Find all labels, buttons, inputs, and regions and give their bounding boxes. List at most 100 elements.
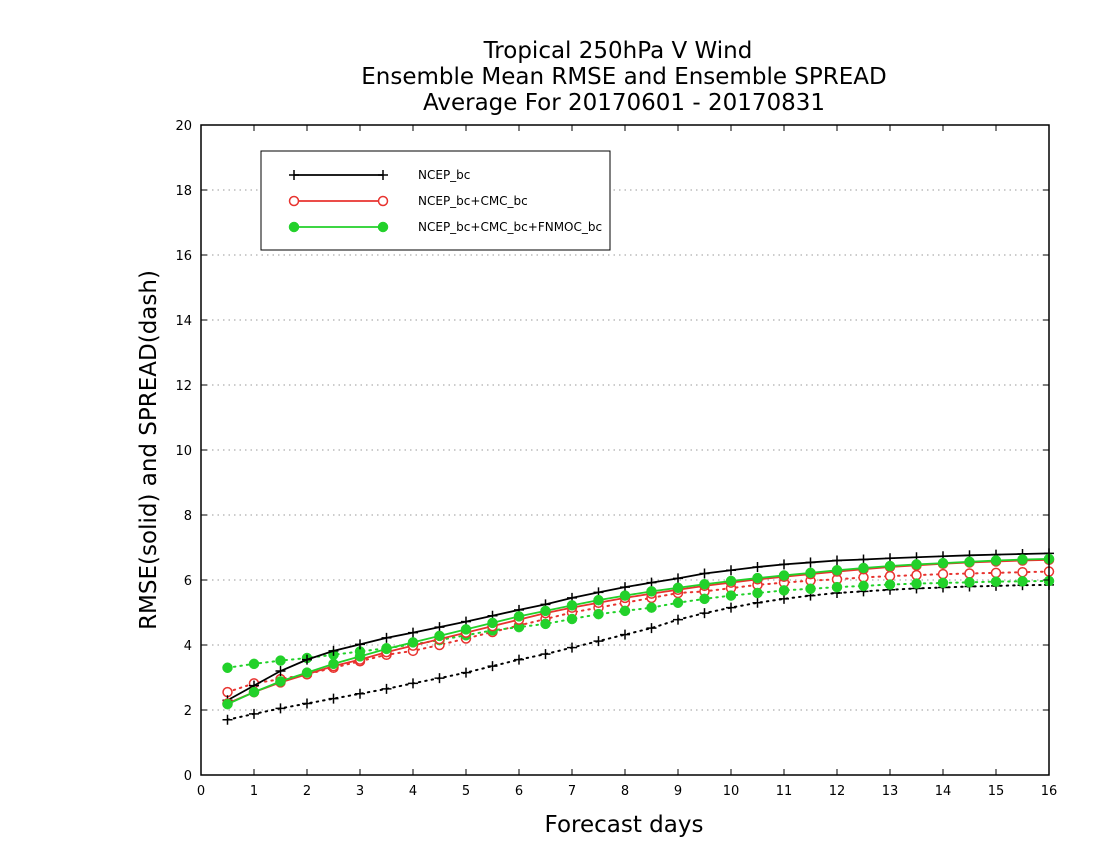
spread-point-ncep-bc-19 <box>726 602 736 613</box>
spread-point-ncep-bc-16 <box>646 623 657 634</box>
spread-point-ncep-bc-cmc-bc-29 <box>990 567 1002 579</box>
spread-point-ncep-bc-1 <box>249 708 259 719</box>
x-tick-label-13: 13 <box>882 784 899 799</box>
x-axis-title: Forecast days <box>545 812 704 838</box>
spread-point-ncep-bc-2 <box>275 703 286 714</box>
rmse-point-ncep-bc-cmc-bc-fnmoc-bc-25 <box>884 560 896 572</box>
rmse-point-ncep-bc-5 <box>355 639 365 650</box>
spread-point-ncep-bc-8 <box>434 673 445 684</box>
rmse-point-ncep-bc-7 <box>408 627 418 638</box>
series-ncep-bc-cmc-bc-rmse <box>222 554 1055 709</box>
spread-point-ncep-bc-cmc-bc-fnmoc-bc-30 <box>1017 576 1028 587</box>
spread-point-ncep-bc-18 <box>699 608 710 619</box>
spread-point-ncep-bc-cmc-bc-fnmoc-bc-22 <box>805 583 816 595</box>
rmse-point-ncep-bc-cmc-bc-fnmoc-bc-4 <box>328 658 339 670</box>
rmse-point-ncep-bc-17 <box>673 573 683 584</box>
x-tick-label-9: 9 <box>674 784 682 799</box>
spread-point-ncep-bc-cmc-bc-27 <box>937 568 949 580</box>
rmse-point-ncep-bc-cmc-bc-fnmoc-bc-12 <box>540 605 551 617</box>
x-tick-label-16: 16 <box>1041 784 1058 799</box>
rmse-point-ncep-bc-cmc-bc-fnmoc-bc-1 <box>248 686 260 698</box>
spread-point-ncep-bc-9 <box>461 667 471 678</box>
rmse-point-ncep-bc-18 <box>699 568 710 579</box>
rmse-point-ncep-bc-8 <box>434 622 445 633</box>
y-tick-label-6: 6 <box>184 574 192 589</box>
chart-title-line-3: Average For 20170601 - 20170831 <box>423 90 825 116</box>
y-tick-label-20: 20 <box>175 119 192 134</box>
series-ncep-bc-rmse <box>222 548 1054 706</box>
rmse-point-ncep-bc-cmc-bc-fnmoc-bc-14 <box>593 594 604 606</box>
y-tick-label-4: 4 <box>184 639 192 654</box>
legend: NCEP_bc NCEP_bc+CMC_bc NCEP_bc+CMC_bc+FNMO… <box>260 150 611 251</box>
spread-point-ncep-bc-3 <box>302 698 312 709</box>
rmse-point-ncep-bc-cmc-bc-fnmoc-bc-22 <box>805 567 816 579</box>
series-ncep-bc-cmc-bc-fnmoc-bc-rmse <box>222 553 1055 710</box>
x-tick-label-0: 0 <box>197 784 205 799</box>
rmse-point-ncep-bc-cmc-bc-fnmoc-bc-18 <box>699 578 710 590</box>
rmse-point-ncep-bc-4 <box>328 645 339 656</box>
spread-point-ncep-bc-4 <box>328 693 339 704</box>
spread-point-ncep-bc-20 <box>752 597 763 608</box>
spread-line-ncep-bc-cmc-bc <box>226 570 1050 694</box>
spread-point-ncep-bc-cmc-bc-fnmoc-bc-1 <box>248 658 260 670</box>
spread-point-ncep-bc-cmc-bc-30 <box>1017 566 1028 578</box>
rmse-point-ncep-bc-cmc-bc-fnmoc-bc-16 <box>646 586 657 597</box>
rmse-point-ncep-bc-16 <box>646 577 657 588</box>
x-tick-label-11: 11 <box>776 784 793 799</box>
rmse-point-ncep-bc-cmc-bc-fnmoc-bc-3 <box>301 667 313 678</box>
legend-label-ncep-bc: NCEP_bc <box>418 168 470 182</box>
spread-point-ncep-bc-cmc-bc-26 <box>911 569 922 581</box>
rmse-point-ncep-bc-2 <box>275 666 286 676</box>
y-axis-title: RMSE(solid) and SPREAD(dash) <box>136 270 162 630</box>
rmse-point-ncep-bc-cmc-bc-fnmoc-bc-9 <box>460 624 472 635</box>
legend-marker-start-ncep-bc <box>289 170 299 180</box>
spread-point-ncep-bc-cmc-bc-fnmoc-bc-15 <box>619 605 631 617</box>
spread-point-ncep-bc-cmc-bc-fnmoc-bc-26 <box>911 578 922 589</box>
legend-label-ncep-bc-cmc-bc: NCEP_bc+CMC_bc <box>418 194 528 208</box>
spread-point-ncep-bc-14 <box>593 636 604 647</box>
spread-point-ncep-bc-cmc-bc-fnmoc-bc-27 <box>937 577 949 589</box>
spread-point-ncep-bc-15 <box>620 629 630 640</box>
x-tick-label-5: 5 <box>462 784 470 799</box>
rmse-point-ncep-bc-cmc-bc-fnmoc-bc-8 <box>434 630 445 642</box>
spread-point-ncep-bc-10 <box>487 661 498 672</box>
rmse-point-ncep-bc-cmc-bc-fnmoc-bc-15 <box>619 590 631 601</box>
spread-point-ncep-bc-6 <box>381 683 392 694</box>
spread-point-ncep-bc-cmc-bc-fnmoc-bc-12 <box>540 618 551 630</box>
chart-title-line-2: Ensemble Mean RMSE and Ensemble SPREAD <box>361 64 886 90</box>
y-tick-label-0: 0 <box>184 769 192 784</box>
spread-point-ncep-bc-cmc-bc-fnmoc-bc-16 <box>646 602 657 613</box>
x-tick-label-4: 4 <box>409 784 417 799</box>
axis-ticks: 0 1 2 3 4 5 6 7 8 9 10 11 12 13 14 15 160246810121416182… <box>175 119 1057 799</box>
spread-point-ncep-bc-cmc-bc-fnmoc-bc-29 <box>990 576 1002 587</box>
spread-point-ncep-bc-12 <box>540 649 551 660</box>
spread-point-ncep-bc-cmc-bc-fnmoc-bc-2 <box>275 655 286 666</box>
x-tick-label-3: 3 <box>356 784 364 799</box>
rmse-point-ncep-bc-cmc-bc-fnmoc-bc-23 <box>831 565 843 576</box>
x-tick-label-14: 14 <box>935 784 952 799</box>
rmse-point-ncep-bc-cmc-bc-fnmoc-bc-2 <box>275 676 286 687</box>
rmse-point-ncep-bc-cmc-bc-fnmoc-bc-5 <box>354 651 366 662</box>
spread-point-ncep-bc-cmc-bc-fnmoc-bc-20 <box>752 587 763 599</box>
rmse-point-ncep-bc-cmc-bc-fnmoc-bc-24 <box>858 562 869 574</box>
rmse-point-ncep-bc-cmc-bc-fnmoc-bc-0 <box>222 698 233 710</box>
rmse-point-ncep-bc-22 <box>805 557 816 568</box>
y-tick-label-12: 12 <box>175 379 192 394</box>
spread-point-ncep-bc-0 <box>222 714 233 725</box>
legend-label-ncep-bc-cmc-bc-fnmoc-bc: NCEP_bc+CMC_bc+FNMOC_bc <box>418 220 602 234</box>
rmse-point-ncep-bc-cmc-bc-fnmoc-bc-6 <box>381 643 392 655</box>
rmse-point-ncep-bc-6 <box>381 632 392 643</box>
y-tick-label-10: 10 <box>175 444 192 459</box>
spread-point-ncep-bc-cmc-bc-fnmoc-bc-13 <box>566 613 578 625</box>
spread-point-ncep-bc-cmc-bc-fnmoc-bc-14 <box>593 608 604 620</box>
rmse-point-ncep-bc-3 <box>302 654 312 665</box>
x-tick-label-10: 10 <box>723 784 740 799</box>
legend-marker-start-ncep-bc-cmc-bc-fnmoc-bc <box>288 221 300 233</box>
spread-point-ncep-bc-cmc-bc-fnmoc-bc-28 <box>964 577 975 588</box>
rmse-point-ncep-bc-cmc-bc-fnmoc-bc-29 <box>990 555 1002 566</box>
rmse-point-ncep-bc-cmc-bc-fnmoc-bc-13 <box>566 600 578 611</box>
spread-point-ncep-bc-cmc-bc-fnmoc-bc-24 <box>858 580 869 592</box>
spread-point-ncep-bc-cmc-bc-fnmoc-bc-0 <box>222 662 233 673</box>
